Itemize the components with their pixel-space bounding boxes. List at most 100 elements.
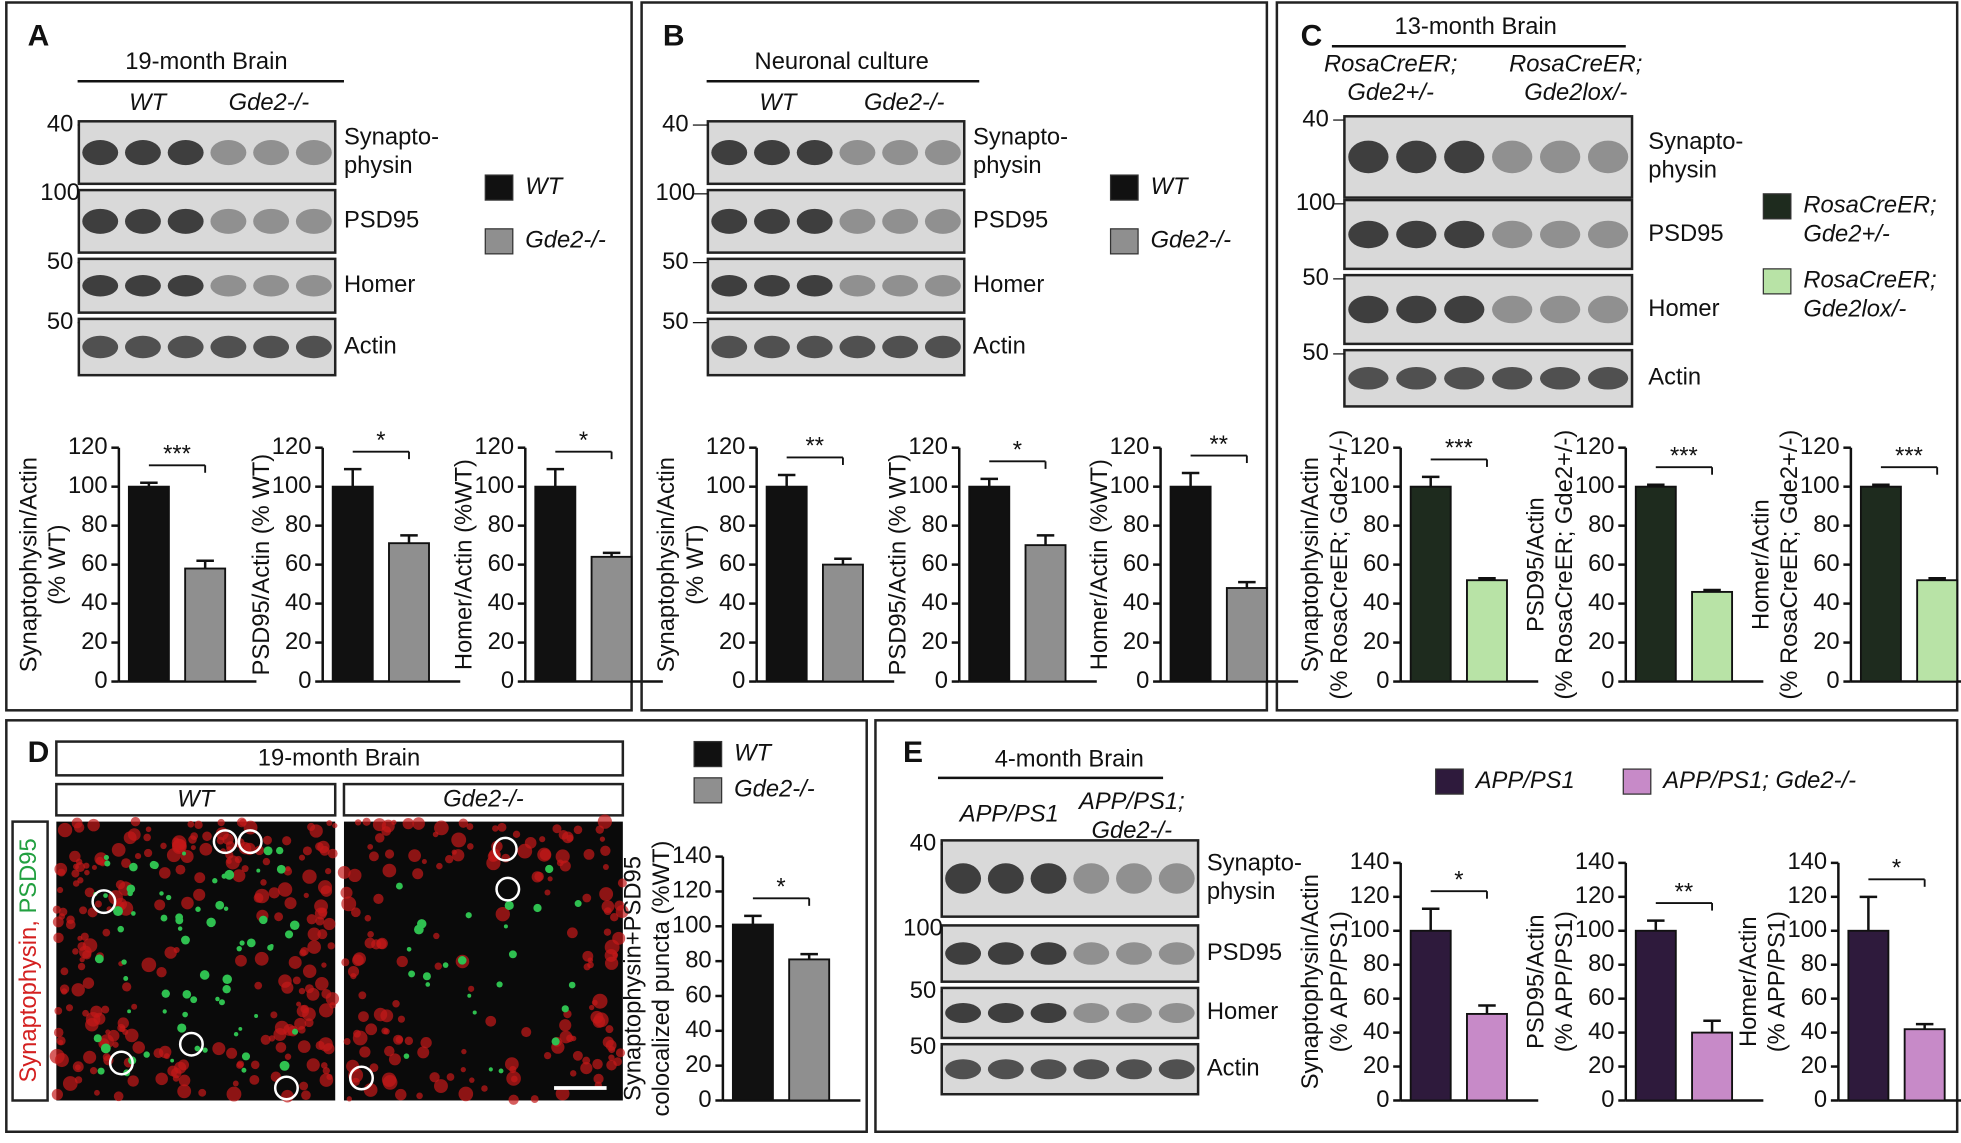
blot-band (711, 208, 748, 234)
synaptophysin-puncta (587, 961, 594, 969)
y-axis-label: PSD95/Actin (1522, 497, 1549, 632)
legend-label: WT (1151, 173, 1189, 200)
blot-band (924, 274, 961, 297)
synaptophysin-puncta (497, 822, 507, 832)
synaptophysin-puncta (94, 1089, 100, 1096)
synaptophysin-puncta (77, 935, 83, 941)
blot-band (210, 274, 247, 297)
y-tick-label: 20 (1813, 628, 1839, 655)
synaptophysin-puncta (212, 1042, 226, 1056)
y-tick-label: 0 (501, 667, 514, 694)
psd95-puncta (239, 940, 245, 946)
y-axis-label: PSD95/Actin (% WT) (248, 454, 275, 676)
synaptophysin-puncta (566, 927, 578, 939)
legend-label: Gde2-/- (1151, 227, 1232, 254)
synaptophysin-puncta (421, 859, 427, 865)
blot-band (82, 335, 119, 359)
bar (1634, 485, 1677, 683)
mw-marker: 100 (656, 179, 696, 206)
legend-label: WT (525, 173, 563, 200)
synaptophysin-puncta (254, 845, 265, 856)
synaptophysin-puncta (451, 849, 457, 855)
legend-swatch (1109, 228, 1139, 255)
y-tick-label: 60 (1363, 550, 1389, 577)
blot-band (924, 208, 961, 234)
band-label: Actin (1207, 1055, 1260, 1082)
header-box (55, 740, 625, 777)
synaptophysin-puncta (555, 1086, 570, 1101)
blot-band (1492, 140, 1533, 174)
blot-band (82, 140, 119, 166)
y-tick-label: 40 (1588, 1018, 1614, 1045)
synaptophysin-puncta (481, 1085, 488, 1092)
psd95-puncta (241, 1052, 251, 1061)
band-label: Synapto- (1207, 849, 1302, 876)
blot-band (839, 208, 876, 234)
synaptophysin-puncta (171, 1067, 182, 1079)
y-tick-label: 100 (1575, 916, 1615, 943)
mw-marker: 50 (910, 1033, 936, 1060)
synaptophysin-puncta (506, 1071, 521, 1086)
significance: ** (1675, 878, 1694, 905)
mw-marker: 50 (47, 308, 73, 335)
y-tick-label: 80 (1801, 950, 1827, 977)
y-tick-label: 120 (672, 877, 712, 904)
synaptophysin-puncta (354, 819, 362, 826)
synaptophysin-puncta (303, 892, 309, 898)
y-tick-label: 40 (1813, 589, 1839, 616)
synaptophysin-puncta (605, 1025, 614, 1034)
y-tick-label: 20 (1363, 1052, 1389, 1079)
bar (1024, 544, 1067, 683)
synaptophysin-puncta (323, 917, 336, 931)
condition-box (55, 782, 337, 817)
synaptophysin-puncta (346, 1096, 352, 1102)
blot-band (167, 208, 204, 234)
synaptophysin-puncta (134, 852, 142, 860)
psd95-puncta (224, 869, 235, 880)
condition-box (342, 782, 625, 817)
bar (1634, 929, 1677, 1102)
synaptophysin-puncta (112, 1041, 119, 1048)
synaptophysin-puncta (83, 1050, 97, 1064)
legend-swatch (1622, 768, 1652, 795)
synaptophysin-puncta (603, 928, 612, 936)
synaptophysin-puncta (391, 819, 397, 825)
legend-label: APP/PS1; Gde2-/- (1661, 767, 1856, 794)
synaptophysin-puncta (113, 1091, 124, 1102)
synaptophysin-puncta (599, 887, 614, 901)
significance: * (579, 427, 588, 454)
psd95-puncta (113, 906, 123, 917)
y-tick-label: 0 (698, 1086, 711, 1113)
synaptophysin-puncta (466, 843, 474, 850)
synaptophysin-puncta (495, 906, 510, 922)
synaptophysin-puncta (382, 863, 397, 878)
synaptophysin-puncta (537, 847, 552, 862)
colocalization-marker (495, 876, 521, 902)
psd95-puncta (175, 916, 184, 925)
synaptophysin-puncta (71, 869, 80, 878)
y-tick-label: 60 (81, 550, 107, 577)
blot (1343, 115, 1634, 199)
bar (765, 485, 808, 683)
synaptophysin-puncta (199, 842, 213, 856)
synaptophysin-puncta (302, 869, 317, 884)
synaptophysin-puncta (202, 831, 212, 842)
bar (821, 563, 864, 683)
band-label: physin (1207, 878, 1276, 905)
legend-swatch (1109, 174, 1139, 201)
y-tick-label: 100 (672, 912, 712, 939)
synaptophysin-puncta (145, 826, 152, 833)
legend-swatch (1435, 768, 1464, 795)
blot-band (1030, 1002, 1067, 1023)
y-tick-label: 100 (1350, 916, 1390, 943)
blot-band (1073, 942, 1110, 965)
blot-band (1444, 220, 1485, 249)
synaptophysin-puncta (298, 987, 306, 995)
legend-label: Gde2-/- (734, 776, 815, 803)
psd95-puncta (488, 1067, 493, 1072)
y-tick-label: 80 (1588, 511, 1614, 538)
synaptophysin-puncta (66, 915, 75, 924)
condition-label: WT (177, 786, 215, 813)
psd95-puncta (143, 1051, 150, 1058)
y-tick-label: 120 (1787, 882, 1827, 909)
